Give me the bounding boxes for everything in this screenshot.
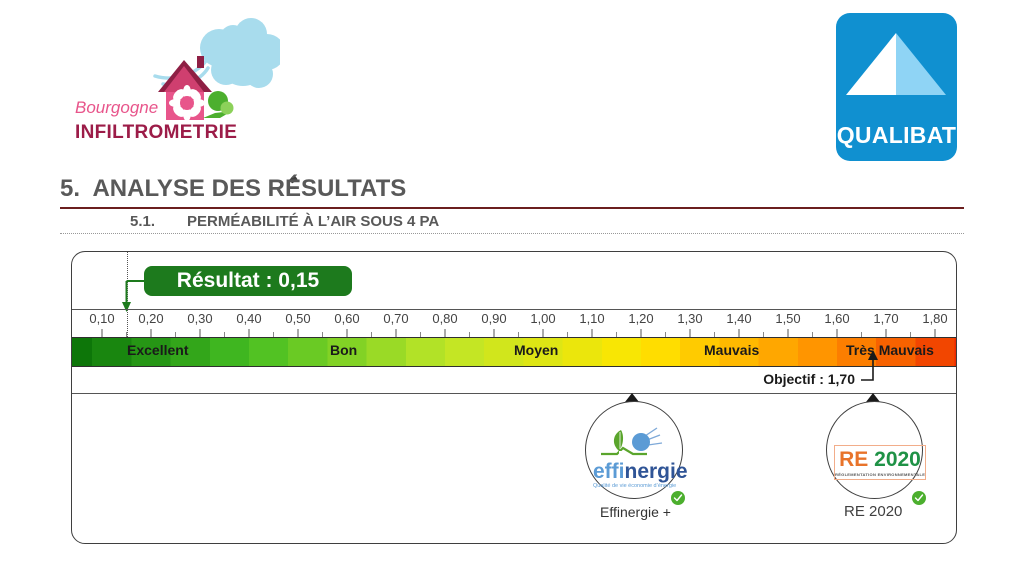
svg-text:0,90: 0,90: [481, 311, 506, 326]
svg-text:1,70: 1,70: [873, 311, 898, 326]
svg-text:0,60: 0,60: [334, 311, 359, 326]
svg-text:0,10: 0,10: [89, 311, 114, 326]
svg-text:1,60: 1,60: [824, 311, 849, 326]
svg-text:0,30: 0,30: [187, 311, 212, 326]
svg-text:1,50: 1,50: [775, 311, 800, 326]
svg-text:1,40: 1,40: [726, 311, 751, 326]
svg-text:0,20: 0,20: [138, 311, 163, 326]
svg-text:1,00: 1,00: [530, 311, 555, 326]
svg-text:0,70: 0,70: [383, 311, 408, 326]
svg-text:1,10: 1,10: [579, 311, 604, 326]
svg-text:1,80: 1,80: [922, 311, 947, 326]
svg-text:0,50: 0,50: [285, 311, 310, 326]
svg-text:1,20: 1,20: [628, 311, 653, 326]
svg-text:0,80: 0,80: [432, 311, 457, 326]
svg-text:0,40: 0,40: [236, 311, 261, 326]
svg-text:1,30: 1,30: [677, 311, 702, 326]
